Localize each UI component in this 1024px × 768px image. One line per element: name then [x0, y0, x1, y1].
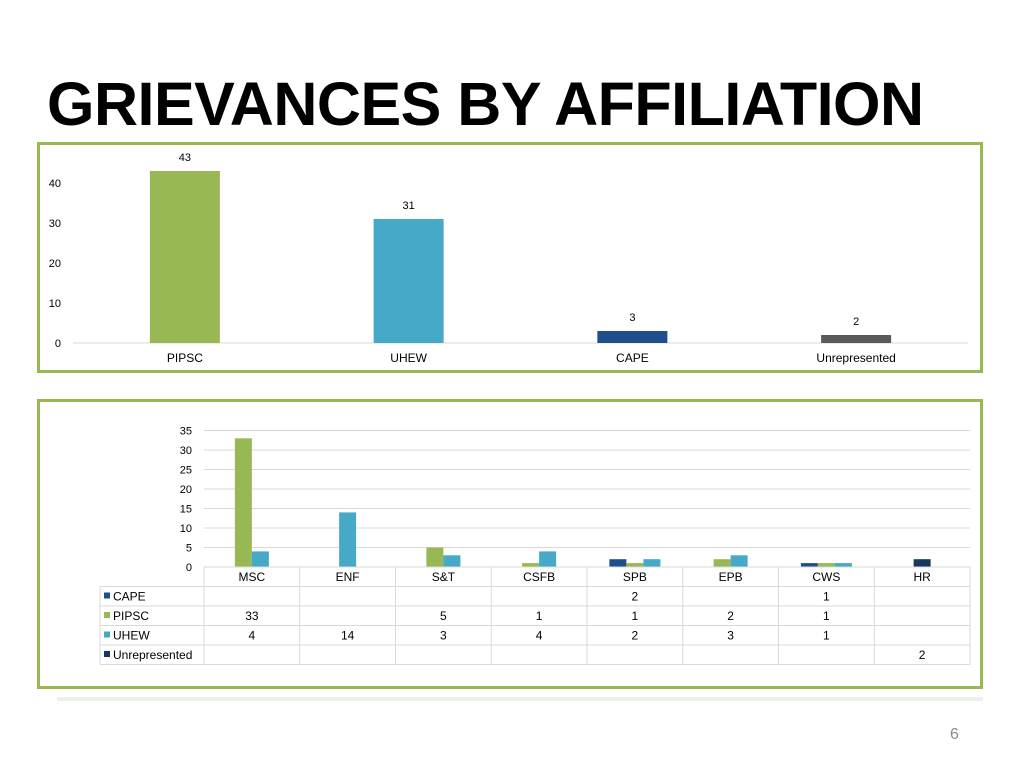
y-tick-label: 20 — [180, 484, 192, 496]
table-cell: 14 — [341, 629, 355, 643]
y-tick-label: 0 — [186, 562, 192, 574]
legend-key-unrepresented — [104, 651, 110, 657]
table-header-cell: HR — [913, 570, 931, 584]
y-tick-label: 20 — [49, 258, 61, 270]
bar-pipsc-3 — [522, 563, 540, 567]
slide-footer-shadow — [57, 697, 983, 701]
table-cell: 2 — [727, 609, 734, 623]
bar-uhew — [373, 219, 444, 343]
y-tick-label: 10 — [180, 523, 192, 535]
affiliation-chart-panel: 0 10 20 30 40 43 PIPSC 31 UHEW 3 CAPE 2 Unrepresente… — [37, 142, 983, 373]
table-cell: 3 — [727, 629, 734, 643]
x-tick-label: PIPSC — [167, 351, 203, 365]
table-cell: 1 — [823, 629, 830, 643]
bar-unrepresented-7 — [913, 559, 931, 567]
table-header-cell: EPB — [719, 570, 743, 584]
bar-pipsc-6 — [817, 563, 835, 567]
table-cell: 5 — [440, 609, 447, 623]
bar-pipsc-2 — [426, 547, 444, 567]
table-cell: 33 — [245, 609, 259, 623]
bar-unrepresented — [821, 335, 892, 343]
bar-pipsc-0 — [234, 438, 252, 567]
table-cell: 4 — [536, 629, 543, 643]
data-label: 43 — [179, 152, 191, 164]
y-tick-label: 30 — [49, 218, 61, 230]
y-tick-label: 25 — [180, 465, 192, 477]
legend-series-name: PIPSC — [113, 609, 149, 623]
table-header-cell: MSC — [239, 570, 266, 584]
y-tick-label: 5 — [186, 543, 192, 555]
bar-cape — [597, 331, 668, 343]
data-label: 2 — [853, 316, 859, 328]
legend-series-name: UHEW — [113, 629, 150, 643]
bar-pipsc-4 — [626, 563, 644, 567]
x-tick-label: UHEW — [390, 351, 427, 365]
bar-cape-4 — [609, 559, 627, 567]
legend-key-uhew — [104, 631, 110, 638]
table-header-cell: ENF — [336, 570, 360, 584]
table-cell: 4 — [249, 629, 256, 643]
y-tick-label: 10 — [49, 298, 61, 310]
bar-uhew-5 — [730, 555, 748, 567]
x-tick-label: CAPE — [616, 351, 649, 365]
table-header-cell: S&T — [432, 570, 456, 584]
table-header-cell: CWS — [812, 570, 840, 584]
table-cell: 3 — [440, 629, 447, 643]
y-tick-label: 15 — [180, 504, 192, 516]
bar-uhew-6 — [834, 563, 852, 567]
bar-pipsc-5 — [713, 559, 731, 567]
slide-title: GRIEVANCES BY AFFILIATION — [47, 70, 924, 138]
branch-chart-panel: 0 5 10 15 20 25 30 35 MSC ENF S&T CSFB SPB EPB CWS HR CA… — [37, 399, 983, 689]
bar-uhew-3 — [539, 551, 557, 567]
data-label: 3 — [629, 312, 635, 324]
table-cell: 1 — [536, 609, 543, 623]
page-number: 6 — [950, 726, 959, 743]
bar-uhew-1 — [339, 512, 357, 567]
table-header-cell: SPB — [623, 570, 647, 584]
table-cell: 2 — [632, 629, 639, 643]
bar-uhew-4 — [643, 559, 661, 567]
data-label: 31 — [403, 200, 415, 212]
x-tick-label: Unrepresented — [816, 351, 895, 365]
y-tick-label: 35 — [180, 426, 192, 438]
table-header-cell: CSFB — [523, 570, 555, 584]
bar-uhew-0 — [251, 551, 269, 567]
legend-series-name: CAPE — [113, 590, 146, 604]
bar-pipsc — [149, 171, 220, 343]
table-cell: 1 — [632, 609, 639, 623]
y-tick-label: 0 — [55, 338, 61, 350]
legend-series-name: Unrepresented — [113, 648, 192, 662]
table-cell: 2 — [919, 648, 926, 662]
bar-cape-6 — [800, 563, 818, 567]
table-cell: 1 — [823, 609, 830, 623]
bar-uhew-2 — [443, 555, 461, 567]
table-cell: 1 — [823, 590, 830, 604]
legend-key-cape — [104, 592, 110, 599]
y-tick-label: 30 — [180, 445, 192, 457]
table-cell: 2 — [632, 590, 639, 604]
y-tick-label: 40 — [49, 178, 61, 190]
affiliation-bar-chart: 0 10 20 30 40 43 PIPSC 31 UHEW 3 CAPE 2 Unrepresente… — [49, 152, 968, 365]
legend-key-pipsc — [104, 612, 110, 618]
